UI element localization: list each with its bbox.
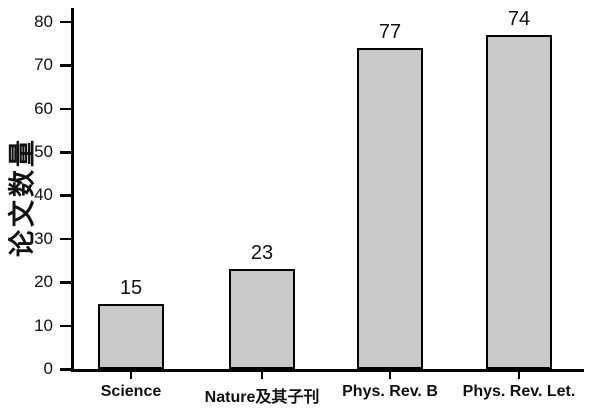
y-tick-mark [60,64,71,67]
category-label: Science [100,383,162,400]
x-tick-mark [388,372,392,379]
y-axis-line [71,8,74,372]
y-tick-mark [60,151,71,154]
bar [357,47,423,369]
x-axis-line [71,369,584,372]
y-tick-label: 20 [34,272,53,292]
y-tick-label: 50 [34,142,53,161]
y-tick-mark [60,20,71,24]
bar-value-label: 77 [378,20,402,43]
y-tick-label: 30 [34,228,53,248]
category-label: Phys. Rev. B [342,383,438,400]
y-tick-mark [60,281,71,284]
x-tick-mark [129,372,133,379]
y-tick-mark [60,237,71,241]
bar-value-label: 15 [119,276,143,299]
x-tick-mark [260,372,264,379]
category-label: Phys. Rev. Let. [462,383,576,400]
y-tick-label: 70 [34,55,53,75]
y-tick-mark [60,194,71,197]
y-tick-label: 10 [34,315,53,335]
category-label: Nature及其子刊 [204,389,320,406]
y-tick-label: 60 [34,98,53,118]
y-tick-mark [60,368,71,371]
y-tick-mark [60,324,71,328]
bar [486,34,552,369]
y-tick-label: 40 [34,185,53,205]
x-tick-mark [517,372,521,379]
bar-value-label: 23 [250,242,274,265]
y-tick-label: 80 [34,11,53,31]
bar-value-label: 74 [507,7,531,30]
bar [229,269,295,369]
y-tick-mark [60,107,71,111]
bar [98,303,164,369]
y-tick-label: 0 [43,359,53,378]
